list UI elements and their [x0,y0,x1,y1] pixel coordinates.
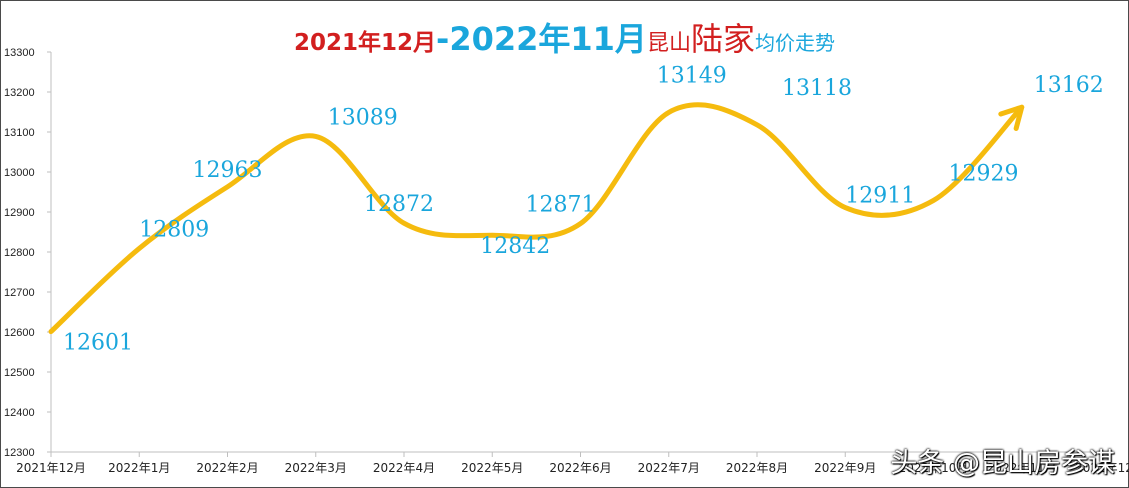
title-start-date: 2021年12月 [294,30,437,56]
data-label: 13089 [328,105,398,130]
x-tick-label: 2022年11月 [987,461,1057,475]
data-label: 12601 [63,331,133,356]
data-label: 12963 [193,158,263,183]
title-district: 陆家 [690,20,755,58]
x-tick-label: 2022年9月 [814,461,876,475]
x-tick-label: 2022年3月 [285,461,347,475]
watermark: 头条 @昆山房参谋 [890,448,1115,479]
x-tick-label: 2022年2月 [196,461,258,475]
data-label: 12871 [526,193,596,218]
x-tick-label: 2022年4月 [373,461,435,475]
x-tick-label: 2021年12月 [16,461,86,475]
data-label: 12911 [845,184,915,209]
y-tick-label: 12800 [4,247,35,259]
x-tick-label: 2022年10月 [899,461,969,475]
y-tick-label: 13300 [4,47,35,59]
data-label: 12809 [139,217,209,242]
data-label: 12872 [364,192,434,217]
data-label: 13149 [657,63,727,88]
x-tick-label: 2022年12月 [1075,461,1129,475]
chart-title: 2021年12月-2022年11月昆山陆家均价走势 [0,14,1129,60]
x-tick-label: 2022年7月 [638,461,700,475]
data-label: 13118 [782,76,852,101]
title-city: 昆山 [646,31,691,56]
x-tick-label: 2022年5月 [461,461,523,475]
x-tick-label: 2022年8月 [726,461,788,475]
title-subject: 均价走势 [754,31,835,55]
data-label: 12842 [480,234,550,259]
y-tick-label: 12600 [4,327,35,339]
price-series-line [48,102,1025,335]
y-tick-label: 12900 [4,207,35,219]
data-label: 13162 [1034,73,1104,98]
y-tick-label: 12700 [4,287,35,299]
x-tick-label: 2022年1月 [108,461,170,475]
data-label: 12929 [949,161,1019,186]
y-tick-label: 12500 [4,367,35,379]
x-tick-label: 2022年6月 [549,461,611,475]
title-end-date: -2022年11月 [436,20,647,58]
series-arrow-head [998,104,1025,131]
y-tick-label: 13000 [4,167,35,179]
y-tick-label: 13100 [4,127,35,139]
y-tick-label: 12400 [4,407,35,419]
y-tick-label: 12300 [4,447,35,459]
y-tick-label: 13200 [4,87,35,99]
